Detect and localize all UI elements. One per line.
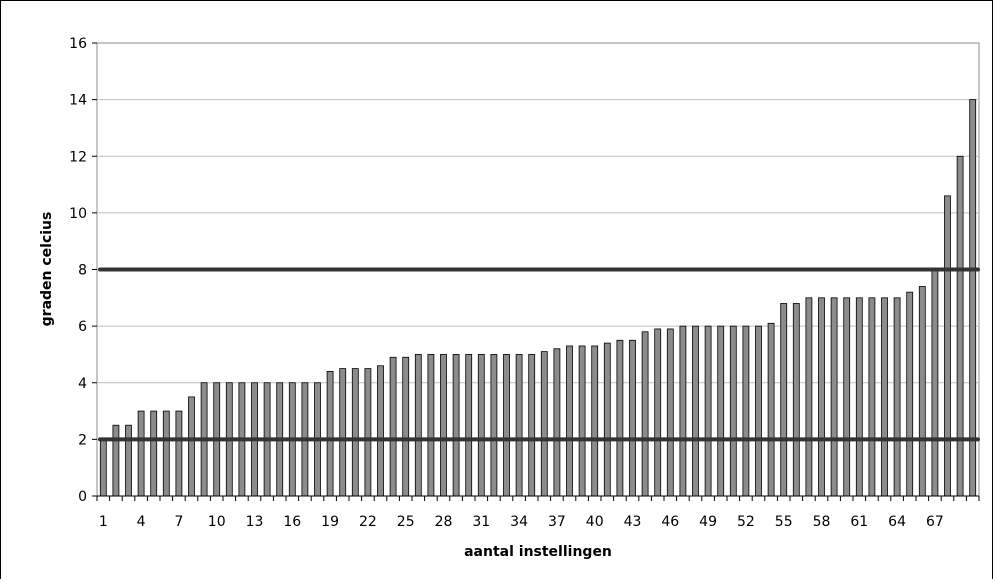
bar xyxy=(477,354,485,497)
bar xyxy=(855,297,863,497)
y-tick-label: 16 xyxy=(69,36,87,52)
bar xyxy=(692,325,699,497)
x-tick-label: 52 xyxy=(737,514,755,530)
x-tick-label: 1 xyxy=(99,514,108,530)
bar xyxy=(99,438,107,497)
bar xyxy=(666,328,674,497)
y-tick-label: 8 xyxy=(78,263,87,279)
bar xyxy=(868,297,876,497)
bar xyxy=(956,155,964,497)
x-tick-label: 49 xyxy=(699,514,717,530)
bar xyxy=(818,297,825,497)
bar xyxy=(414,354,422,497)
bar xyxy=(389,356,397,497)
bar xyxy=(377,365,384,497)
y-tick-label: 2 xyxy=(78,432,87,448)
bar xyxy=(490,354,498,497)
reference-lines xyxy=(98,267,980,442)
bar xyxy=(717,325,725,497)
bar xyxy=(918,286,926,497)
bar xyxy=(112,424,120,497)
x-tick-label: 37 xyxy=(548,514,566,530)
x-tick-label: 4 xyxy=(137,514,146,530)
x-tick-labels: 1 4 7 10 13 16 19 22 25 28 31 34 37 40 43 46 49 52 55 58 61 6… xyxy=(96,496,980,530)
bar xyxy=(364,368,372,497)
y-tick-label: 0 xyxy=(78,489,87,505)
bar xyxy=(591,345,599,497)
x-tick-label: 28 xyxy=(435,514,453,530)
bar xyxy=(969,99,977,497)
bar xyxy=(755,325,762,497)
y-tick-label: 10 xyxy=(69,206,87,222)
y-tick-label: 6 xyxy=(78,319,87,335)
bar xyxy=(188,396,195,497)
bar xyxy=(603,342,611,497)
bar xyxy=(792,303,800,497)
bar xyxy=(465,354,473,497)
bar xyxy=(805,297,813,497)
bar xyxy=(540,351,548,497)
x-tick-label: 46 xyxy=(661,514,679,530)
bar xyxy=(767,322,775,497)
bar xyxy=(578,345,586,497)
bar xyxy=(175,410,183,497)
bar xyxy=(125,424,132,497)
x-tick-label: 31 xyxy=(472,514,490,530)
bar xyxy=(515,354,523,497)
bar xyxy=(503,354,510,497)
bar xyxy=(729,325,737,497)
bar xyxy=(162,410,170,497)
y-tick-label: 4 xyxy=(78,376,87,392)
x-tick-label: 58 xyxy=(813,514,831,530)
bar xyxy=(843,297,851,497)
bar xyxy=(528,354,536,497)
bar xyxy=(641,331,649,497)
bar xyxy=(427,354,435,497)
x-tick-label: 55 xyxy=(775,514,793,530)
bar xyxy=(893,297,901,497)
x-tick-label: 10 xyxy=(208,514,226,530)
bar xyxy=(137,410,145,497)
bar xyxy=(402,356,410,497)
x-tick-label: 64 xyxy=(888,514,906,530)
x-tick-label: 22 xyxy=(359,514,377,530)
bar xyxy=(906,291,914,497)
x-axis-title: aantal instellingen xyxy=(464,544,612,560)
y-tick-labels: 0 2 4 6 8 10 12 14 16 xyxy=(69,36,97,505)
bar xyxy=(440,354,447,497)
x-tick-label: 40 xyxy=(586,514,604,530)
bar xyxy=(704,325,712,497)
y-tick-label: 12 xyxy=(69,149,87,165)
bar xyxy=(830,297,838,497)
bar xyxy=(616,339,624,497)
x-tick-label: 61 xyxy=(850,514,868,530)
bar xyxy=(679,325,687,497)
bar xyxy=(326,371,334,497)
x-tick-label: 67 xyxy=(926,514,944,530)
y-axis-title: graden celcius xyxy=(39,212,55,327)
x-tick-label: 19 xyxy=(321,514,339,530)
bar xyxy=(566,345,573,497)
bar xyxy=(351,368,359,497)
bar xyxy=(742,325,750,497)
bar xyxy=(780,303,788,497)
x-tick-label: 34 xyxy=(510,514,528,530)
bar xyxy=(654,328,662,497)
x-tick-label: 43 xyxy=(624,514,642,530)
x-tick-label: 16 xyxy=(283,514,301,530)
bar xyxy=(944,195,951,497)
bar xyxy=(881,297,888,497)
x-tick-label: 7 xyxy=(174,514,183,530)
bar xyxy=(931,269,939,497)
bar xyxy=(629,339,636,497)
bar xyxy=(339,368,347,497)
bar xyxy=(553,348,561,497)
y-tick-label: 14 xyxy=(69,93,87,109)
x-tick-label: 25 xyxy=(397,514,415,530)
bar xyxy=(452,354,460,497)
x-tick-label: 13 xyxy=(246,514,264,530)
bar xyxy=(150,410,158,497)
